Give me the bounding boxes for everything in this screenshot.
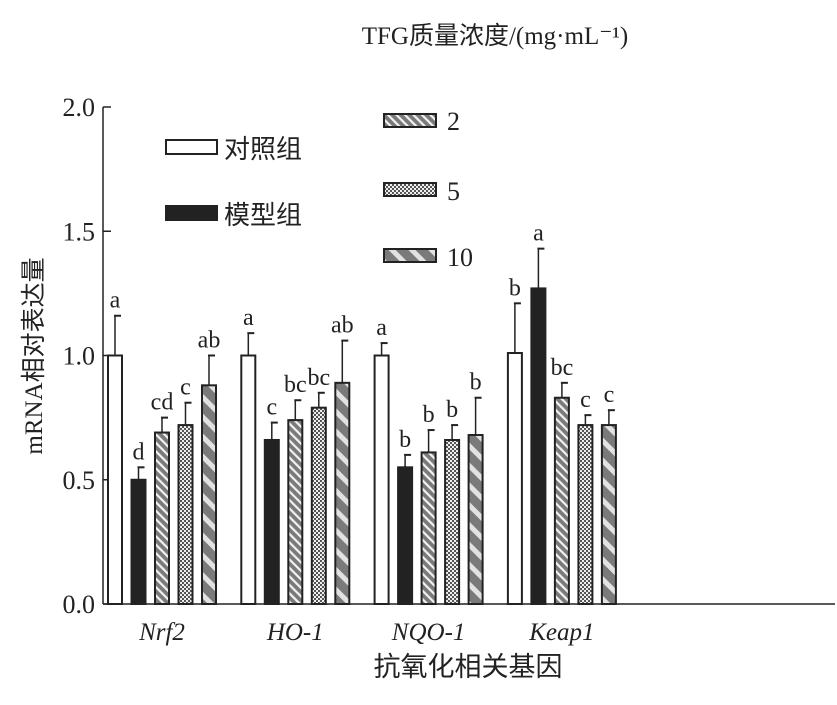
- y-tick-label: 0.5: [63, 466, 96, 495]
- legend-swatch-10: [383, 248, 437, 263]
- significance-letter: ab: [331, 313, 354, 339]
- y-tick-label: 0.0: [63, 590, 96, 619]
- bar: [397, 466, 414, 606]
- significance-letter: d: [133, 439, 145, 465]
- significance-letter: a: [533, 221, 544, 247]
- legend-swatch-control: [165, 139, 218, 155]
- significance-letter: b: [399, 427, 411, 453]
- significance-letter: b: [509, 275, 521, 301]
- legend-swatch-2: [383, 113, 437, 128]
- bar: [577, 424, 594, 605]
- bar: [600, 424, 617, 605]
- bar: [467, 434, 484, 605]
- y-axis-label: mRNA相对表达量: [20, 257, 48, 454]
- significance-letter: ab: [198, 328, 221, 354]
- bar: [444, 438, 461, 605]
- significance-letter: bc: [307, 365, 330, 391]
- y-tick-label: 1.5: [63, 217, 96, 246]
- significance-letter: bc: [284, 372, 307, 398]
- legend-label-5: 5: [447, 177, 460, 206]
- bar: [373, 354, 390, 605]
- bar: [420, 451, 437, 606]
- significance-letter: c: [180, 375, 191, 401]
- axes: 0.0 0.5 1.0 1.5 2.0 Nrf2 HO-1 NQO-1 Keap1: [63, 93, 835, 646]
- bar: [287, 419, 304, 605]
- legend-swatch-model: [165, 205, 218, 221]
- significance-letter: b: [446, 397, 458, 423]
- significance-letter: a: [376, 315, 387, 341]
- x-tick-label: NQO-1: [391, 619, 466, 646]
- x-axis-label: 抗氧化相关基因: [374, 652, 563, 682]
- significance-letter: b: [470, 370, 482, 396]
- x-tick-label: Nrf2: [138, 619, 185, 646]
- legend: 对照组 模型组 2 5 10: [165, 107, 473, 272]
- significance-letter: c: [266, 395, 277, 421]
- bar: [310, 406, 327, 605]
- legend-label-control: 对照组: [224, 135, 302, 164]
- bar: [107, 354, 123, 605]
- legend-label-10: 10: [447, 243, 473, 272]
- legend-label-model: 模型组: [224, 201, 302, 230]
- significance-letter: bc: [551, 355, 574, 381]
- x-tick-label: HO-1: [266, 619, 324, 646]
- y-tick-label: 1.0: [63, 342, 96, 371]
- significance-letter: c: [580, 387, 591, 413]
- significance-letter: cd: [151, 390, 174, 416]
- bar: [506, 352, 523, 606]
- bar: [334, 381, 351, 605]
- significance-letter: c: [604, 382, 615, 408]
- bar: [177, 424, 194, 605]
- significance-letter: a: [243, 305, 254, 331]
- bar: [154, 431, 170, 605]
- bar: [553, 396, 570, 605]
- y-tick-label: 2.0: [63, 93, 96, 122]
- bar: [130, 478, 147, 605]
- legend-swatch-5: [383, 182, 437, 197]
- x-tick-label: Keap1: [528, 619, 594, 646]
- legend-title: TFG质量浓度/(mg·mL⁻¹): [362, 22, 629, 50]
- bar: [263, 438, 280, 605]
- bar: [530, 287, 547, 605]
- bar: [240, 354, 257, 605]
- significance-letter: a: [110, 288, 121, 314]
- bar: [201, 384, 217, 605]
- significance-letter: b: [423, 402, 435, 428]
- legend-label-2: 2: [447, 107, 460, 136]
